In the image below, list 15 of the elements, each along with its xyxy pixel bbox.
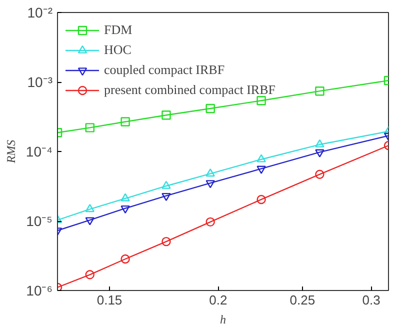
- legend-label: FDM: [104, 22, 132, 38]
- x-tick-label: 0.3: [362, 292, 380, 308]
- x-axis-title: h: [220, 312, 226, 326]
- y-axis-title: RMS: [4, 140, 18, 164]
- x-tick-label: 0.2: [209, 292, 228, 308]
- x-tick-label: 0.25: [290, 292, 316, 308]
- y-tick-label: 10⁻⁶: [26, 282, 53, 298]
- y-tick-label: 10⁻³: [27, 74, 53, 90]
- y-tick-label: 10⁻²: [27, 4, 53, 20]
- legend-label: coupled compact IRBF: [104, 62, 225, 78]
- x-tick-label: 0.15: [96, 292, 122, 308]
- legend-label: HOC: [104, 42, 132, 58]
- y-tick-label: 10⁻⁵: [26, 213, 53, 229]
- y-tick-label: 10⁻⁴: [26, 144, 53, 160]
- legend-label: present combined compact IRBF: [104, 82, 276, 98]
